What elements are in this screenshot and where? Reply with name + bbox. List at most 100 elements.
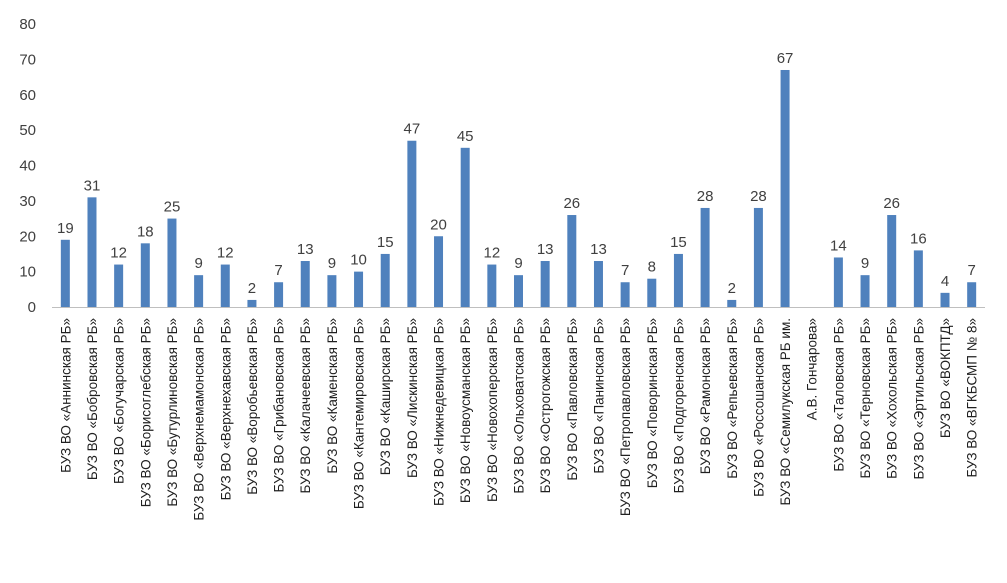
data-label: 28: [697, 188, 714, 205]
bar: [753, 207, 763, 307]
data-label: 2: [248, 280, 256, 297]
bar: [913, 250, 923, 307]
y-tick-label: 80: [19, 16, 36, 33]
category-label: БУЗ ВО «Эртильская РБ»: [911, 318, 926, 480]
data-label: 47: [404, 121, 421, 138]
bar: [860, 275, 870, 307]
bar: [700, 207, 710, 307]
bar: [647, 278, 657, 307]
bar: [434, 236, 444, 307]
category-label: БУЗ ВО «Аннинская РБ»: [58, 318, 73, 473]
data-label: 25: [164, 199, 181, 216]
category-label: БУЗ ВО «Верхнемамонская РБ»: [192, 318, 207, 521]
bar: [567, 215, 577, 307]
data-label: 15: [377, 234, 394, 251]
data-label: 9: [194, 255, 202, 272]
bar: [593, 261, 603, 307]
category-label: БУЗ ВО «Подгоренская РБ»: [671, 318, 686, 493]
category-label: БУЗ ВО «Панинская РБ»: [591, 318, 606, 474]
data-label: 16: [910, 230, 927, 247]
bar: [620, 282, 630, 307]
bar: [940, 292, 950, 307]
category-label: БУЗ ВО «Нижнедевицкая РБ»: [432, 318, 447, 506]
data-label: 67: [777, 50, 794, 67]
bar: [354, 271, 364, 307]
category-label: БУЗ ВО «Поворинская РБ»: [645, 318, 660, 488]
bar: [380, 253, 390, 307]
data-label: 19: [57, 220, 74, 237]
data-label: 9: [861, 255, 869, 272]
data-label: 45: [457, 128, 474, 145]
category-label: БУЗ ВО «Семилукская РБ им.: [778, 318, 793, 506]
category-label: БУЗ ВО «ВОКПТД»: [938, 318, 953, 438]
bar: [487, 264, 497, 307]
category-label: БУЗ ВО «Репьевская РБ»: [725, 318, 740, 479]
category-labels-group: БУЗ ВО «Аннинская РБ» БУЗ ВО «Бобровская …: [58, 318, 979, 521]
bar: [327, 275, 337, 307]
category-label: БУЗ ВО «Верхнехавская РБ»: [218, 318, 233, 500]
category-label: БУЗ ВО «Хохольская РБ»: [885, 318, 900, 479]
bar: [727, 299, 737, 307]
data-label: 12: [217, 245, 234, 262]
category-label: БУЗ ВО «Лискинская РБ»: [405, 318, 420, 478]
data-label: 31: [84, 177, 101, 194]
category-label: БУЗ ВО «Новохоперская РБ»: [485, 318, 500, 502]
category-label: БУЗ ВО «Терновская РБ»: [858, 318, 873, 478]
data-label: 2: [728, 280, 736, 297]
data-label: 26: [563, 195, 580, 212]
data-label: 13: [537, 241, 554, 258]
category-label: БУЗ ВО «Новоусманская РБ»: [458, 318, 473, 503]
bar: [140, 243, 150, 307]
data-label: 12: [483, 245, 500, 262]
data-label: 18: [137, 223, 154, 240]
category-label: БУЗ ВО «ВГКБСМП № 8»: [965, 318, 980, 477]
data-label: 7: [274, 262, 282, 279]
category-label: БУЗ ВО «Каширская РБ»: [378, 318, 393, 475]
bar: [60, 239, 70, 307]
category-label: БУЗ ВО «Калачеевская РБ»: [298, 318, 313, 493]
bar: [514, 275, 523, 307]
bar: [274, 282, 284, 307]
bar: [967, 282, 977, 307]
data-label: 7: [967, 262, 975, 279]
data-label: 13: [590, 241, 607, 258]
data-label: 10: [350, 252, 367, 269]
y-tick-label: 50: [19, 122, 36, 139]
category-label: БУЗ ВО «Каменская РБ»: [325, 318, 340, 474]
category-label: БУЗ ВО «Россошанская РБ»: [751, 318, 766, 497]
data-label: 20: [430, 216, 447, 233]
data-label: 14: [830, 237, 847, 254]
data-label: 26: [883, 195, 900, 212]
bar: [114, 264, 124, 307]
category-label: БУЗ ВО «Богучарская РБ»: [112, 318, 127, 484]
category-label: БУЗ ВО «Бутурлиновская РБ»: [165, 318, 180, 507]
data-label: 9: [514, 255, 522, 272]
y-tick-label: 10: [19, 264, 36, 281]
bar: [220, 264, 230, 307]
y-tick-label: 0: [28, 299, 36, 316]
category-label: БУЗ ВО «Рамонская РБ»: [698, 318, 713, 474]
category-label: БУЗ ВО «Воробьевская РБ»: [245, 318, 260, 495]
data-label: 13: [297, 241, 314, 258]
bar: [460, 147, 470, 307]
data-label: 4: [941, 273, 949, 290]
category-label: БУЗ ВО «Острогожская РБ»: [538, 318, 553, 493]
data-label: 9: [328, 255, 336, 272]
bar: [247, 299, 257, 307]
data-label: 12: [110, 245, 127, 262]
category-label: БУЗ ВО «Кантемировская РБ»: [352, 318, 367, 509]
y-tick-label: 60: [19, 87, 36, 104]
bar: [407, 140, 417, 307]
bars-group: [60, 69, 977, 307]
bar: [167, 218, 177, 307]
category-label: БУЗ ВО «Борисоглебская РБ»: [138, 318, 153, 507]
category-label: БУЗ ВО «Павловская РБ»: [565, 318, 580, 481]
category-label: БУЗ ВО «Ольховатская РБ»: [512, 318, 527, 494]
data-label: 15: [670, 234, 687, 251]
bar: [540, 261, 550, 307]
bar: [833, 257, 843, 307]
y-tick-label: 70: [19, 51, 36, 68]
